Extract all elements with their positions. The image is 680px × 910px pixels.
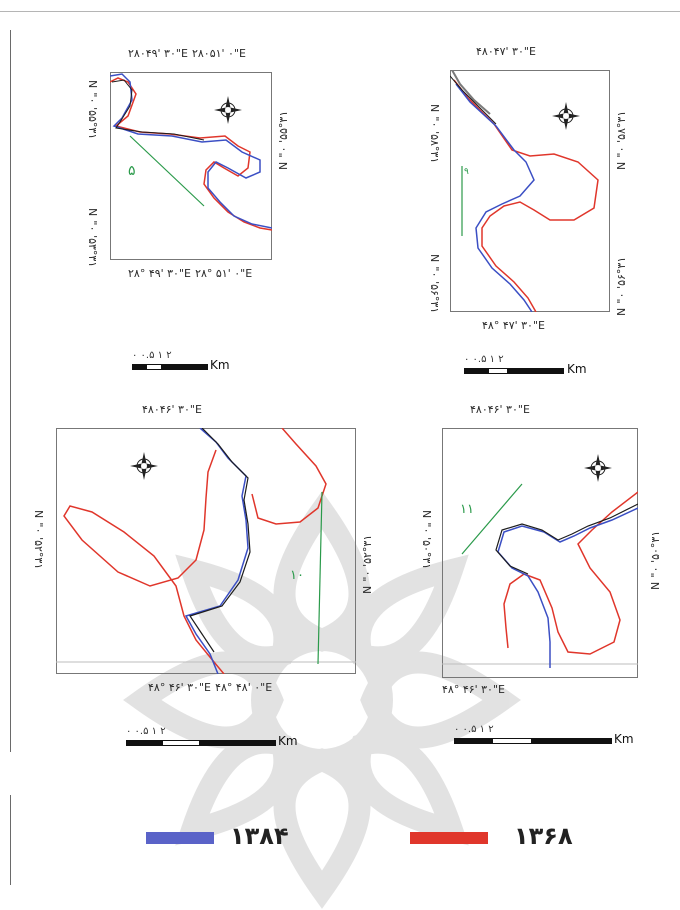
map-panel-site-11 [442, 428, 638, 678]
bl-left-coord: N "۰ '۵۲°۳۱ [32, 510, 45, 570]
shoreline-dark [189, 428, 251, 653]
shoreline-dark [495, 503, 638, 575]
shoreline-1368-red [63, 449, 225, 674]
legend-swatch-red [410, 832, 488, 844]
tr-right-bottom-coord: N "۰ '۵۶°۳۱ [615, 256, 628, 316]
scale-bar-tr: ۰ ۰.۵ ۱ ۲ Km [464, 354, 594, 378]
tl-site-number: ۵ [128, 163, 136, 179]
shoreline-1368-red [503, 491, 638, 655]
tl-bottom-coords: ۲۸° ۴۹' ۳۰"E ۲۸° ۵۱' ۰"E [128, 267, 253, 280]
scale-bar-graphic [126, 740, 276, 746]
left-margin-line-bottom [10, 795, 11, 885]
north-arrow-icon [130, 452, 158, 480]
scale-ticks: ۰ ۰.۵ ۱ ۲ [464, 354, 504, 365]
tl-left-top-coord: N "۰ '۵۵°۳۱ [86, 80, 99, 140]
transect-line-green [129, 135, 205, 207]
br-right-coord: N "۰ '۵۰°۳۱ [649, 530, 662, 590]
shoreline-1368-red-upper [251, 428, 327, 525]
shoreline-dark [450, 75, 497, 125]
shoreline-1384-blue [497, 507, 638, 668]
br-top-coord: ۴۸۰۴۶' ۳۰"E [470, 403, 531, 416]
tr-left-top-coord: N "۰ '۵۸°۳۱ [428, 104, 441, 164]
tr-top-coord: ۴۸۰۴۷' ۳۰"E [476, 45, 537, 58]
shoreline-1368-red [453, 79, 599, 312]
shoreline-1384-blue [184, 428, 249, 674]
bl-top-coord: ۴۸۰۴۶' ۳۰"E [142, 403, 203, 416]
br-left-coord: N "۰ '۵۰°۳۱ [420, 510, 433, 570]
scale-ticks: ۰ ۰.۵ ۱ ۲ [132, 350, 172, 361]
map-panel-site-9 [450, 70, 610, 312]
scale-ticks: ۰ ۰.۵ ۱ ۲ [126, 726, 166, 737]
panel-frame [56, 428, 356, 674]
scale-unit: Km [210, 358, 230, 372]
scale-bar-br: ۰ ۰.۵ ۱ ۲ Km [454, 724, 644, 748]
tr-site-number: ۹ [464, 167, 469, 177]
bl-right-coord: N "۰ '۵۲°۳۱ [361, 534, 374, 594]
shoreline-dark [111, 79, 205, 141]
shoreline-1368-red [110, 77, 272, 231]
north-arrow-icon [214, 96, 242, 124]
scale-bar-graphic [454, 738, 612, 744]
bl-bottom-coords: ۴۸° ۴۶' ۳۰"E ۴۸° ۴۸' ۰"E [148, 681, 273, 694]
scale-bar-tl: ۰ ۰.۵ ۱ ۲ Km [132, 350, 252, 374]
shoreline-1384-blue [455, 83, 535, 312]
map-panel-site-10 [56, 428, 356, 674]
shoreline-1384-blue [110, 73, 272, 229]
br-site-number: ۱۱ [460, 502, 474, 517]
tr-right-top-coord: N "۰ '۵۸°۳۱ [615, 110, 628, 170]
scale-unit: Km [567, 362, 587, 376]
legend-swatch-blue [146, 832, 214, 844]
left-margin-line-top [10, 30, 11, 752]
scale-ticks: ۰ ۰.۵ ۱ ۲ [454, 724, 494, 735]
tr-left-bottom-coord: N "۰ '۵۶°۳۱ [428, 254, 441, 314]
panel-frame [110, 72, 272, 260]
scale-unit: Km [278, 734, 298, 748]
north-arrow-icon [552, 102, 580, 130]
tl-right-coord: N "۰ '۵۵°۳۱ [277, 110, 290, 170]
transect-line-green [461, 483, 523, 555]
scale-bar-graphic [132, 364, 208, 370]
transect-line-green [317, 491, 323, 665]
bl-site-number: ۱۰ [290, 568, 304, 583]
top-border [0, 11, 680, 12]
scale-unit: Km [614, 732, 634, 746]
panel-frame [450, 70, 610, 312]
watermark-logo [123, 491, 521, 909]
tl-top-coords: ۲۸۰۴۹' ۳۰"E ۲۸۰۵۱' ۰"E [128, 47, 247, 60]
br-bottom-coord: ۴۸° ۴۶' ۳۰"E [442, 683, 506, 696]
panel-frame [442, 428, 638, 678]
scale-bar-graphic [464, 368, 564, 374]
legend-year-1384: ۱۳۸۴ [230, 822, 289, 850]
tr-bottom-coord: ۴۸° ۴۷' ۳۰"E [482, 319, 546, 332]
shoreline-gray [451, 70, 491, 115]
north-arrow-icon [584, 454, 612, 482]
map-panel-site-5 [110, 72, 272, 260]
tl-left-bottom-coord: N "۰ '۵۳°۳۱ [86, 208, 99, 268]
scale-bar-bl: ۰ ۰.۵ ۱ ۲ Km [126, 726, 306, 750]
legend-year-1368: ۱۳۶۸ [514, 822, 573, 850]
